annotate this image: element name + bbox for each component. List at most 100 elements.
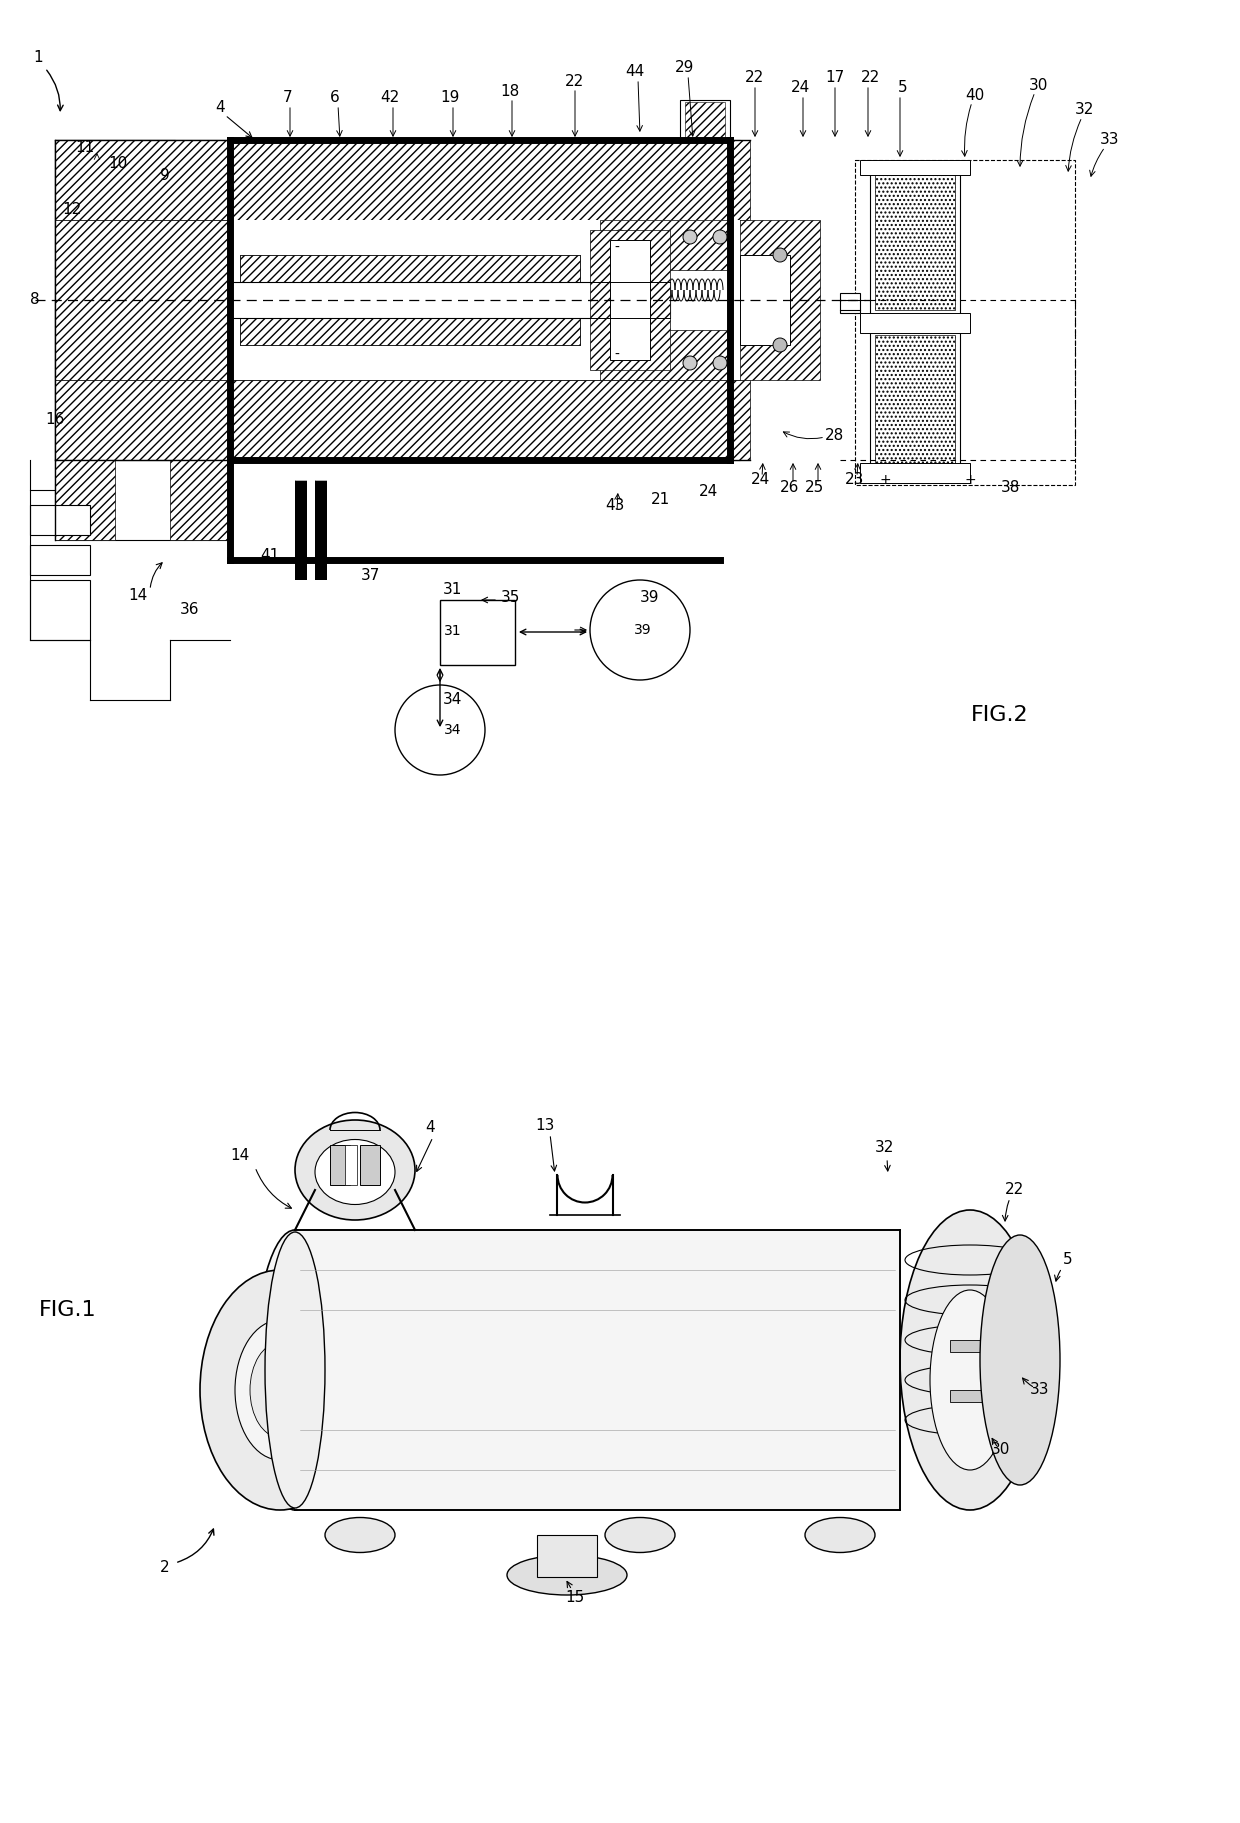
Bar	[55, 140, 229, 459]
Bar	[360, 1145, 379, 1185]
Text: 2: 2	[160, 1560, 170, 1575]
Text: 36: 36	[180, 602, 200, 618]
Bar	[680, 100, 730, 142]
Bar	[295, 1231, 900, 1509]
Bar	[229, 283, 670, 317]
Text: 22: 22	[861, 71, 879, 86]
Text: 30: 30	[991, 1442, 1009, 1458]
Text: -: -	[615, 348, 620, 363]
Text: 32: 32	[875, 1141, 895, 1156]
Text: 42: 42	[381, 91, 399, 106]
Bar	[861, 314, 970, 334]
Text: 17: 17	[826, 71, 844, 86]
Ellipse shape	[255, 1231, 335, 1509]
Bar	[55, 221, 229, 379]
Bar	[250, 379, 740, 459]
Ellipse shape	[265, 1232, 325, 1508]
Text: 29: 29	[676, 60, 694, 75]
Text: 14: 14	[129, 587, 148, 602]
Circle shape	[683, 230, 697, 244]
Ellipse shape	[325, 1517, 396, 1553]
Text: 23: 23	[846, 472, 864, 487]
Text: 39: 39	[634, 623, 652, 636]
Bar	[30, 580, 91, 640]
Bar	[345, 1145, 357, 1185]
Bar	[875, 335, 955, 463]
Bar	[870, 170, 960, 315]
Text: 22: 22	[1006, 1183, 1024, 1198]
Text: 13: 13	[536, 1117, 554, 1132]
Circle shape	[683, 355, 697, 370]
Bar	[30, 545, 91, 574]
Text: -: -	[615, 241, 620, 255]
Bar	[55, 379, 750, 459]
Text: 19: 19	[440, 91, 460, 106]
Bar	[241, 255, 580, 345]
Ellipse shape	[605, 1517, 675, 1553]
Bar	[600, 330, 730, 379]
Text: 4: 4	[425, 1121, 435, 1136]
Bar	[440, 600, 515, 665]
Circle shape	[613, 230, 627, 244]
Text: 22: 22	[745, 71, 765, 86]
Text: 6: 6	[330, 91, 340, 106]
Text: 11: 11	[76, 140, 94, 155]
Bar	[740, 255, 790, 345]
Text: 26: 26	[780, 481, 800, 496]
Text: 24: 24	[750, 472, 770, 487]
Text: 35: 35	[500, 591, 520, 605]
Bar	[600, 221, 730, 270]
Bar	[295, 479, 308, 580]
Bar	[861, 463, 970, 483]
Bar	[55, 140, 250, 221]
Bar	[30, 505, 91, 534]
Circle shape	[396, 685, 485, 775]
Ellipse shape	[507, 1555, 627, 1595]
Text: 28: 28	[826, 428, 844, 443]
Bar	[55, 140, 175, 459]
Text: 39: 39	[640, 591, 660, 605]
Bar	[55, 379, 250, 459]
Circle shape	[713, 230, 727, 244]
Circle shape	[773, 337, 787, 352]
Bar	[241, 255, 580, 345]
Bar	[55, 459, 115, 540]
Bar	[856, 160, 1075, 485]
Bar	[55, 459, 229, 540]
Bar	[684, 102, 725, 140]
Text: 8: 8	[30, 292, 40, 308]
Text: 34: 34	[444, 693, 463, 707]
Bar	[861, 160, 970, 175]
Bar	[315, 479, 327, 580]
Text: 30: 30	[1028, 78, 1048, 93]
Circle shape	[713, 355, 727, 370]
Text: 44: 44	[625, 64, 645, 80]
Text: 31: 31	[444, 623, 461, 638]
Bar	[170, 459, 229, 540]
Text: 14: 14	[231, 1147, 249, 1163]
Circle shape	[773, 248, 787, 263]
Bar	[537, 1535, 596, 1577]
Text: 21: 21	[650, 492, 670, 507]
Text: 34: 34	[444, 724, 461, 736]
Ellipse shape	[980, 1234, 1060, 1486]
Ellipse shape	[805, 1517, 875, 1553]
Bar	[55, 221, 229, 379]
Text: 33: 33	[1100, 133, 1120, 148]
Text: 41: 41	[260, 547, 280, 563]
Ellipse shape	[236, 1320, 325, 1460]
Ellipse shape	[295, 1119, 415, 1220]
Text: 25: 25	[805, 481, 825, 496]
Text: 10: 10	[108, 155, 128, 171]
Text: 22: 22	[565, 75, 584, 89]
Bar	[950, 1389, 990, 1402]
Ellipse shape	[315, 1139, 396, 1205]
Text: 24: 24	[790, 80, 810, 95]
Text: 4: 4	[216, 100, 224, 115]
Text: 31: 31	[444, 583, 463, 598]
Text: +: +	[879, 472, 890, 487]
Bar	[590, 230, 670, 370]
Circle shape	[613, 355, 627, 370]
Bar	[229, 221, 740, 379]
Text: 38: 38	[1001, 481, 1019, 496]
